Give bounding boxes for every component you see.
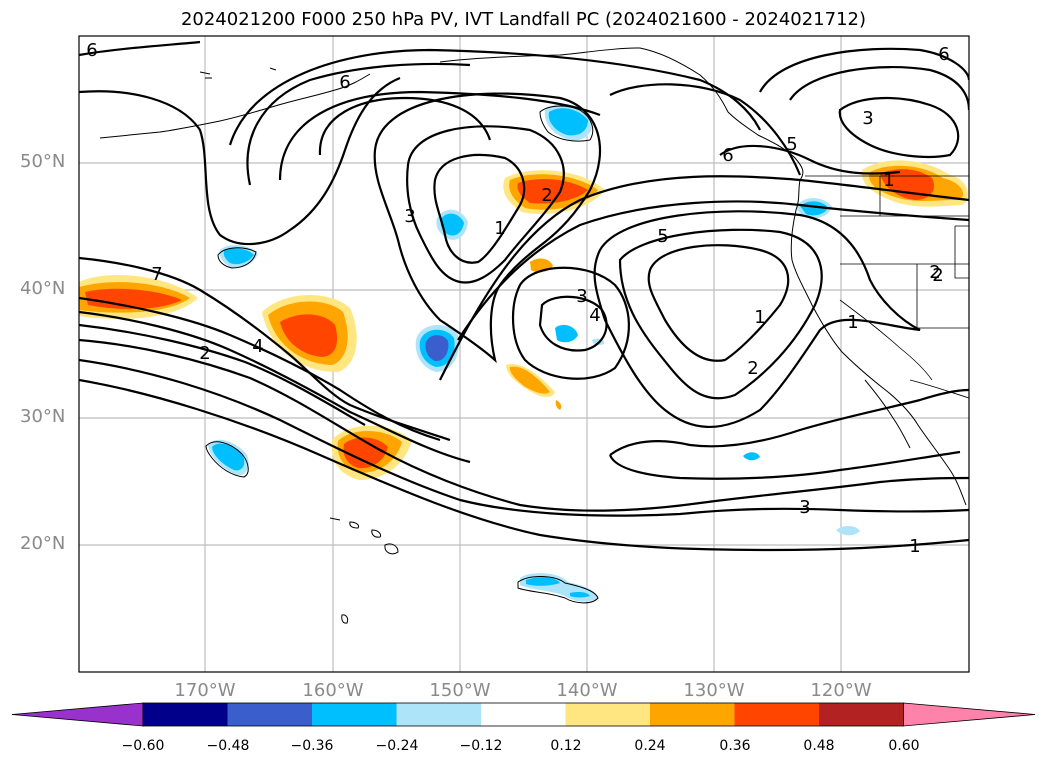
colorbar-segment	[650, 703, 735, 726]
lat-label-20n: 20°N	[20, 533, 66, 554]
pv-contour-north-6	[79, 40, 201, 57]
colorbar-frame	[142, 702, 904, 727]
contour-label: 2	[929, 262, 940, 283]
colorbar-tick: −0.36	[290, 738, 334, 754]
colorbar-tick: 0.36	[719, 738, 751, 754]
pv-contour-2-east	[593, 210, 921, 429]
contour-label: 5	[786, 134, 797, 155]
contour-label: 5	[657, 226, 668, 247]
pv-contour-5-east	[538, 295, 608, 352]
colorbar-tick: −0.60	[121, 738, 165, 754]
colorbar-segment	[565, 703, 651, 726]
contour-label: 7	[151, 264, 162, 285]
contour-label: 4	[589, 305, 600, 326]
lat-label-50n: 50°N	[20, 151, 66, 172]
coastline-baja	[864, 379, 911, 449]
colorbar-tick: 0.12	[550, 738, 582, 754]
pv-contour-1-north	[433, 153, 526, 264]
colorbar-tick: −0.48	[206, 738, 250, 754]
lon-label-150w: 150°W	[429, 680, 491, 701]
contour-label: 3	[576, 286, 587, 307]
pv-contour-west-2	[79, 296, 441, 442]
pv-contour-3	[373, 92, 602, 364]
colorbar-tick: −0.24	[375, 738, 419, 754]
colorbar-tick: 0.24	[634, 738, 666, 754]
pv-contour-3-northeast	[838, 97, 960, 159]
contour-label: 6	[339, 72, 350, 93]
lat-label-40n: 40°N	[20, 278, 66, 299]
positive-ivt-shading	[79, 160, 969, 480]
contour-label: 1	[754, 307, 765, 328]
lon-label-140w: 140°W	[556, 680, 618, 701]
contour-label: 6	[938, 44, 949, 65]
lon-label-130w: 130°W	[683, 680, 745, 701]
lat-label-30n: 30°N	[20, 406, 66, 427]
colorbar-segment	[312, 703, 397, 726]
colorbar-tick: 0.60	[888, 738, 920, 754]
map-frame	[78, 35, 970, 673]
contour-label: 3	[404, 206, 415, 227]
colorbar-segment	[819, 703, 904, 726]
contour-label: 4	[252, 336, 263, 357]
contour-label: 6	[86, 40, 97, 61]
contour-labels: 66665333217424512123112	[86, 40, 949, 557]
pv-contour-mid	[439, 175, 969, 381]
contour-label: 2	[541, 185, 552, 206]
pv-contour-2	[406, 125, 565, 284]
contour-label: 2	[747, 358, 758, 379]
coastline-hawaii	[329, 517, 399, 555]
contour-label: 3	[799, 497, 810, 518]
contour-label: 1	[847, 312, 858, 333]
colorbar-arrow-high	[903, 702, 1036, 727]
colorbar-arrow-low	[11, 702, 144, 727]
colorbar-tick: −0.12	[459, 738, 503, 754]
colorbar-tick: 0.48	[803, 738, 835, 754]
pv-contour-1-south	[79, 378, 969, 552]
coastline-north-america	[439, 47, 967, 506]
lon-label-170w: 170°W	[174, 680, 236, 701]
pv-contours	[79, 40, 969, 552]
colorbar-segment	[734, 703, 820, 726]
gridlines	[79, 36, 969, 672]
contour-label: 2	[932, 265, 943, 286]
colorbar-segment	[143, 703, 228, 726]
contour-label: 3	[862, 108, 873, 129]
political-borders	[805, 175, 969, 399]
pv-contour-4-east	[512, 266, 630, 380]
contour-label: 1	[494, 218, 505, 239]
contour-label: 1	[883, 170, 894, 191]
pv-contour-west-1	[79, 256, 451, 442]
lon-label-160w: 160°W	[302, 680, 364, 701]
figure-title: 2024021200 F000 250 hPa PV, IVT Landfall…	[180, 9, 867, 30]
pv-contour-3-south	[79, 358, 969, 517]
colorbar	[11, 702, 1036, 727]
lon-label-120w: 120°W	[810, 680, 872, 701]
colorbar-segment	[396, 703, 482, 726]
pv-contour-east-loop	[647, 244, 790, 362]
contour-label: 2	[199, 343, 210, 364]
contour-label: 6	[722, 145, 733, 166]
colorbar-segment	[227, 703, 313, 726]
colorbar-segment	[481, 703, 566, 726]
contour-label: 1	[909, 536, 920, 557]
coastline-aleutians	[99, 73, 371, 139]
